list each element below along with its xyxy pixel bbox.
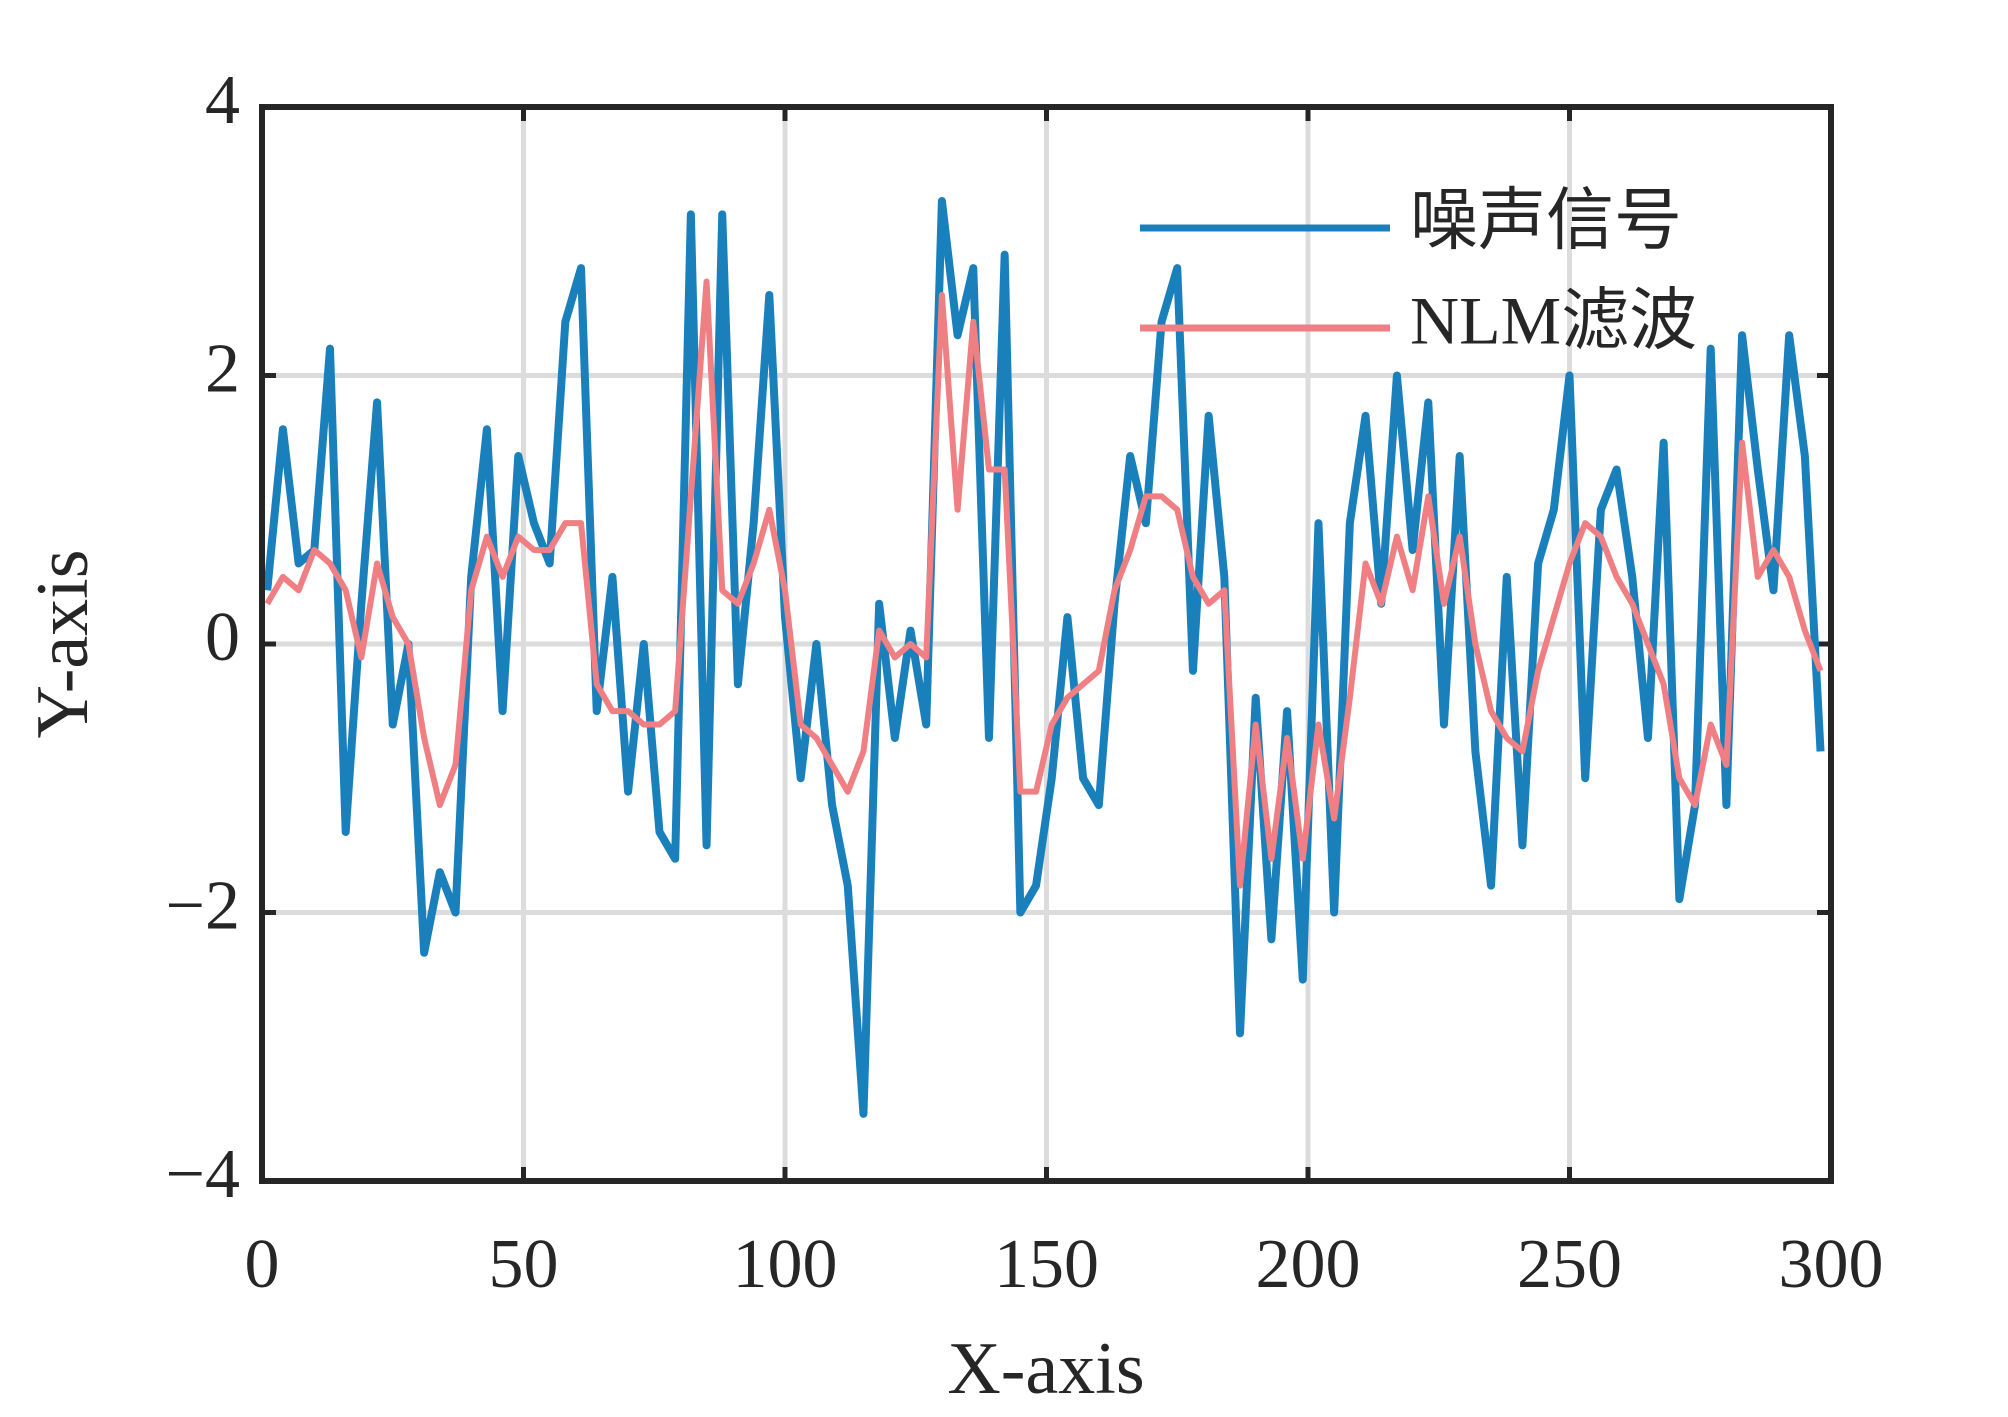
x-tick-label: 0 bbox=[245, 1226, 280, 1303]
x-axis-label: X-axis bbox=[947, 1328, 1144, 1410]
x-tick-label: 300 bbox=[1779, 1226, 1884, 1303]
x-tick-label: 100 bbox=[733, 1226, 838, 1303]
x-tick-label: 50 bbox=[489, 1226, 559, 1303]
data-line bbox=[264, 278, 1824, 889]
y-tick-label: 0 bbox=[205, 599, 240, 676]
plot-frame bbox=[259, 104, 1834, 1184]
x-tick-label: 250 bbox=[1517, 1226, 1622, 1303]
legend-label: 噪声信号 bbox=[1410, 183, 1682, 259]
x-tick-label: 150 bbox=[994, 1226, 1099, 1303]
y-tick-label: −4 bbox=[166, 1136, 240, 1213]
y-tick-label: −2 bbox=[166, 868, 240, 945]
y-tick-label: 4 bbox=[205, 62, 240, 139]
y-tick-label: 2 bbox=[205, 331, 240, 408]
x-tick-label: 200 bbox=[1256, 1226, 1361, 1303]
legend-label: NLM滤波 bbox=[1410, 283, 1697, 359]
y-axis-label: Y-axis bbox=[22, 549, 104, 738]
data-line bbox=[263, 196, 1825, 1118]
